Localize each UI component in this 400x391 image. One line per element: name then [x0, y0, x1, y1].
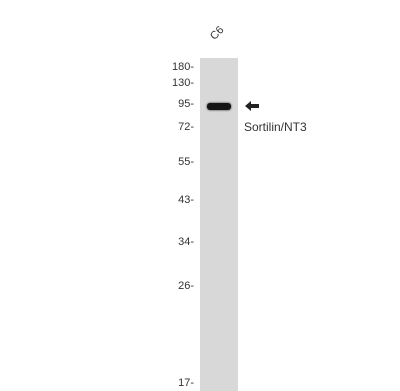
marker-34: 34-	[178, 236, 194, 248]
marker-43: 43-	[178, 194, 194, 206]
marker-17: 17-	[178, 377, 194, 389]
left-arrow-icon	[245, 101, 259, 111]
marker-180: 180-	[171, 61, 194, 73]
marker-130: 130-	[171, 77, 194, 89]
lane-label: C6	[208, 24, 227, 43]
gel-lane	[200, 58, 238, 391]
protein-band	[207, 103, 231, 110]
marker-26: 26-	[178, 280, 194, 292]
marker-72: 72-	[178, 121, 194, 133]
marker-95: 95-	[178, 98, 194, 110]
target-protein-label: Sortilin/NT3	[244, 120, 307, 134]
marker-55: 55-	[178, 156, 194, 168]
